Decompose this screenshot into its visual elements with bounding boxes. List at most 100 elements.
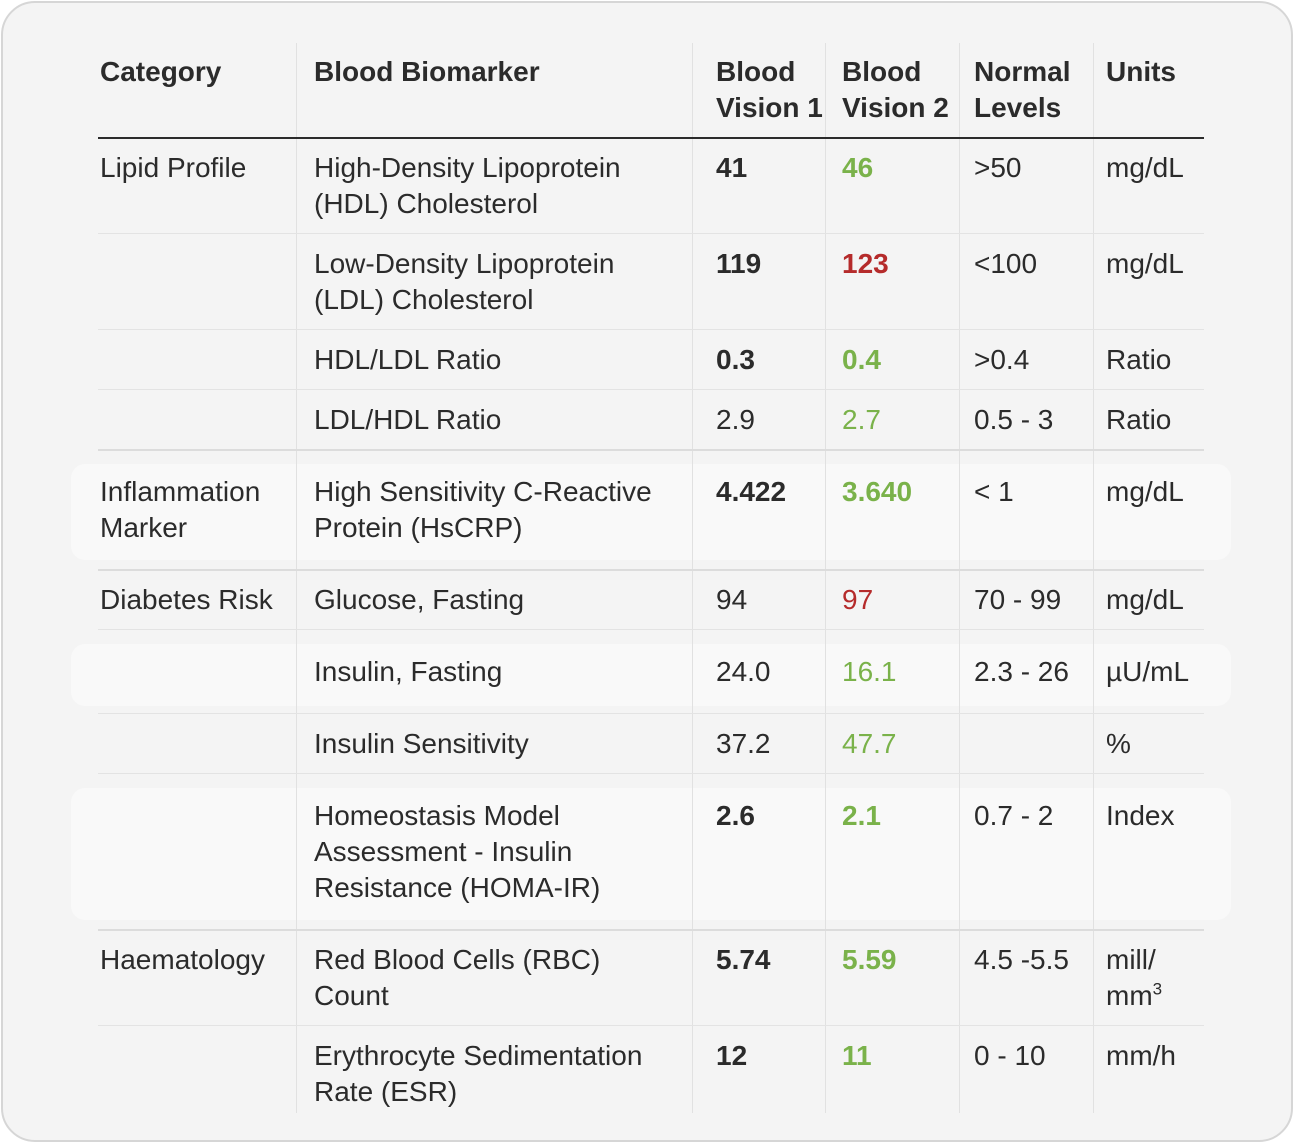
normal-level: 70 - 99 [974,584,1062,615]
biomarker-line: Insulin Sensitivity [314,728,529,759]
group-divider [98,449,1204,451]
biomarker-cell: Homeostasis Model Assessment - Insulin R… [314,798,600,906]
bv1-value: 12 [716,1040,748,1071]
biomarker-line: Rate (ESR) [314,1076,458,1107]
column-divider [959,43,960,1113]
biomarker-cell: Red Blood Cells (RBC) Count [314,942,600,1014]
biomarker-line: Homeostasis Model [314,800,560,831]
normal-level: 0.5 - 3 [974,404,1054,435]
normal-level: >50 [974,152,1022,183]
header-line: Blood [842,56,922,87]
units-cell: mm/h [1106,1040,1176,1071]
units-cell: µU/mL [1106,656,1190,687]
biomarker-line: Erythrocyte Sedimentation [314,1040,643,1071]
column-divider [825,43,826,1113]
biomarker-cell: High-Density Lipoprotein (HDL) Cholester… [314,150,621,222]
biomarker-line: Insulin, Fasting [314,656,503,687]
header-biomarker: Blood Biomarker [314,56,540,87]
bv2-value: 47.7 [842,728,897,759]
units-cell: mg/dL [1106,476,1184,507]
biomarker-cell: Insulin, Fasting [314,654,502,690]
header-line: Vision 2 [842,92,949,123]
bv2-value: 2.7 [842,404,881,435]
biomarker-line: High Sensitivity C-Reactive [314,476,652,507]
bv1-value: 2.6 [716,800,755,831]
biomarker-line: Glucose, Fasting [314,584,525,615]
units-cell: % [1106,728,1131,759]
units-cell: mg/dL [1106,584,1184,615]
row-highlight-inflammation [71,464,1231,560]
bv2-value: 123 [842,248,889,279]
bv1-value: 0.3 [716,344,755,375]
normal-level: >0.4 [974,344,1030,375]
normal-level: 2.3 - 26 [974,656,1069,687]
bv1-value: 24.0 [716,656,771,687]
column-divider [692,43,693,1113]
normal-level: < 1 [974,476,1014,507]
category-cell: Lipid Profile [100,152,247,183]
bv1-value: 119 [716,248,762,279]
category-line: Inflammation [100,476,261,507]
units-cell: mg/dL [1106,248,1184,279]
header-normal-levels: Normal Levels [974,54,1070,126]
bv2-value: 0.4 [842,344,881,375]
category-cell: Haematology [100,944,265,975]
biomarker-line: High-Density Lipoprotein [314,152,621,183]
column-divider [296,43,297,1113]
header-line: Levels [974,92,1062,123]
row-divider [98,773,1204,774]
bv2-value: 16.1 [842,656,897,687]
header-line: Normal [974,56,1071,87]
biomarker-line: HDL/LDL Ratio [314,344,502,375]
bv1-value: 37.2 [716,728,771,759]
units-cell: Ratio [1106,404,1172,435]
units-exponent: 3 [1152,979,1163,999]
row-divider [98,1025,1204,1026]
row-highlight-homa-ir [71,788,1231,920]
row-divider [98,329,1204,330]
header-line: Vision 1 [716,92,823,123]
normal-level: 0.7 - 2 [974,800,1054,831]
category-cell: Diabetes Risk [100,584,273,615]
biomarker-line: Low-Density Lipoprotein [314,248,615,279]
bv1-value: 4.422 [716,476,787,507]
header-divider [98,137,1204,139]
biomarker-cell: Glucose, Fasting [314,582,524,618]
column-divider [1093,43,1094,1113]
bv2-value: 2.1 [842,800,881,831]
bv2-value: 3.640 [842,476,913,507]
category-cell: Inflammation Marker [100,474,260,546]
biomarker-cell: Erythrocyte Sedimentation Rate (ESR) [314,1038,642,1110]
normal-level: <100 [974,248,1038,279]
normal-level: 4.5 -5.5 [974,944,1069,975]
units-base: mm [1106,980,1153,1011]
row-divider [98,233,1204,234]
header-category: Category [100,56,222,87]
category-line: Marker [100,512,188,543]
units-cell: Ratio [1106,344,1172,375]
row-divider [98,629,1204,630]
biomarker-cell: High Sensitivity C-Reactive Protein (HsC… [314,474,652,546]
units-line: mill/ [1106,944,1156,975]
header-line: Blood [716,56,796,87]
normal-level: 0 - 10 [974,1040,1046,1071]
bv1-value: 5.74 [716,944,771,975]
header-blood-vision-2: Blood Vision 2 [842,54,949,126]
biomarker-cell: LDL/HDL Ratio [314,402,501,438]
units-cell: Index [1106,800,1175,831]
header-blood-vision-1: Blood Vision 1 [716,54,823,126]
biomarker-line: (LDL) Cholesterol [314,284,534,315]
bv2-value: 5.59 [842,944,897,975]
biomarker-cell: HDL/LDL Ratio [314,342,501,378]
bv2-value: 11 [842,1040,872,1071]
biomarker-line: Resistance (HOMA-IR) [314,872,601,903]
bv2-value: 97 [842,584,874,615]
units-cell: mg/dL [1106,152,1184,183]
bv2-value: 46 [842,152,874,183]
bv1-value: 41 [716,152,748,183]
bv1-value: 94 [716,584,748,615]
biomarker-cell: Insulin Sensitivity [314,726,529,762]
bv1-value: 2.9 [716,404,755,435]
biomarker-line: Assessment - Insulin [314,836,573,867]
